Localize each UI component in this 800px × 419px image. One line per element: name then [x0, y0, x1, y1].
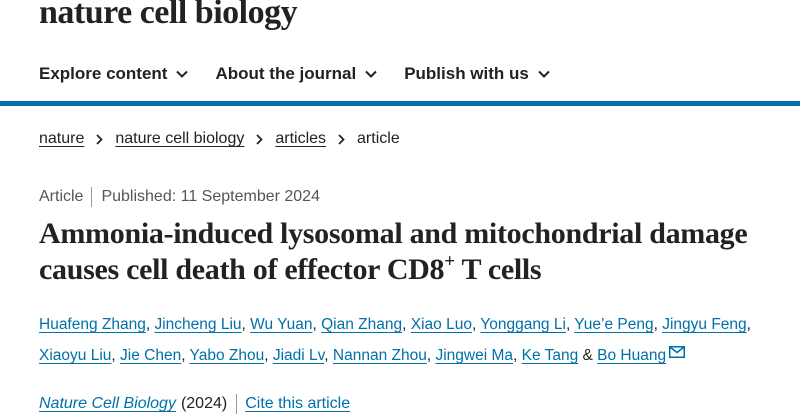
breadcrumb: nature nature cell biology articles arti…: [39, 130, 400, 148]
citation-line: Nature Cell Biology (2024) Cite this art…: [39, 394, 350, 414]
nav-item-label: About the journal: [215, 64, 357, 83]
author-separator: ,: [181, 347, 190, 364]
author-separator: ,: [471, 316, 481, 333]
author-link[interactable]: Huafeng Zhang: [39, 316, 146, 333]
author-ampersand: &: [578, 347, 598, 364]
author-link[interactable]: Xiao Luo: [410, 316, 472, 333]
chevron-right-icon: [338, 133, 345, 145]
breadcrumb-current: article: [357, 130, 400, 147]
chevron-down-icon: [538, 70, 550, 78]
author-link[interactable]: Yabo Zhou: [189, 347, 265, 364]
publication-year: (2024): [180, 395, 228, 412]
author-separator: ,: [312, 316, 322, 333]
chevron-right-icon: [96, 133, 104, 145]
author-separator: ,: [512, 347, 522, 364]
journal-logo[interactable]: nature cell biology: [39, 0, 298, 31]
author-separator: ,: [426, 347, 436, 364]
envelope-icon[interactable]: [669, 339, 686, 368]
breadcrumb-nature[interactable]: nature: [39, 130, 85, 147]
article-meta: Article Published: 11 September 2024: [39, 187, 320, 207]
author-link[interactable]: Qian Zhang: [321, 316, 403, 333]
author-link[interactable]: Jingwei Ma: [435, 347, 513, 364]
author-link[interactable]: Xiaoyu Liu: [39, 347, 112, 364]
cite-this-article-link[interactable]: Cite this article: [245, 395, 351, 412]
author-link[interactable]: Ke Tang: [521, 347, 579, 364]
author-separator: ,: [746, 316, 751, 333]
author-link[interactable]: Jingyu Feng: [662, 316, 747, 333]
article-title: Ammonia-induced lysosomal and mitochondr…: [39, 216, 779, 288]
breadcrumb-articles[interactable]: articles: [275, 130, 327, 147]
author-link[interactable]: Jie Chen: [120, 347, 182, 364]
nav-about-journal[interactable]: About the journal: [215, 64, 377, 84]
nav-publish-with-us[interactable]: Publish with us: [404, 64, 550, 84]
author-link[interactable]: Yonggang Li: [480, 316, 566, 333]
article-type: Article: [39, 188, 84, 205]
header-divider: [0, 101, 800, 106]
cite-divider: [236, 394, 238, 414]
chevron-right-icon: [256, 133, 264, 145]
author-link[interactable]: Jiadi Lv: [272, 347, 325, 364]
author-link[interactable]: Nannan Zhou: [332, 347, 427, 364]
author-separator: ,: [565, 316, 575, 333]
nav-item-label: Publish with us: [404, 64, 529, 83]
author-separator: ,: [324, 347, 333, 364]
author-separator: ,: [145, 316, 155, 333]
author-link[interactable]: Yue’e Peng: [574, 316, 654, 333]
main-nav: Explore content About the journal Publis…: [39, 64, 577, 84]
author-link[interactable]: Wu Yuan: [250, 316, 313, 333]
author-separator: ,: [111, 347, 121, 364]
article-title-end: T cells: [454, 253, 542, 286]
nav-explore-content[interactable]: Explore content: [39, 64, 189, 84]
breadcrumb-nature-cell-biology[interactable]: nature cell biology: [115, 130, 245, 147]
article-title-main: Ammonia-induced lysosomal and mitochondr…: [39, 217, 748, 286]
article-title-superscript: +: [444, 251, 455, 272]
meta-divider: [91, 187, 93, 207]
author-separator: ,: [402, 316, 411, 333]
journal-link[interactable]: Nature Cell Biology: [39, 395, 176, 412]
author-link[interactable]: Bo Huang: [597, 347, 667, 364]
chevron-down-icon: [365, 70, 377, 78]
author-separator: ,: [241, 316, 251, 333]
author-link[interactable]: Jincheng Liu: [154, 316, 242, 333]
author-separator: ,: [264, 347, 273, 364]
nav-item-label: Explore content: [39, 64, 168, 83]
author-list: Huafeng Zhang, Jincheng Liu, Wu Yuan, Qi…: [39, 310, 799, 370]
published-date: Published: 11 September 2024: [101, 188, 320, 205]
chevron-down-icon: [176, 70, 189, 78]
author-separator: ,: [653, 316, 663, 333]
